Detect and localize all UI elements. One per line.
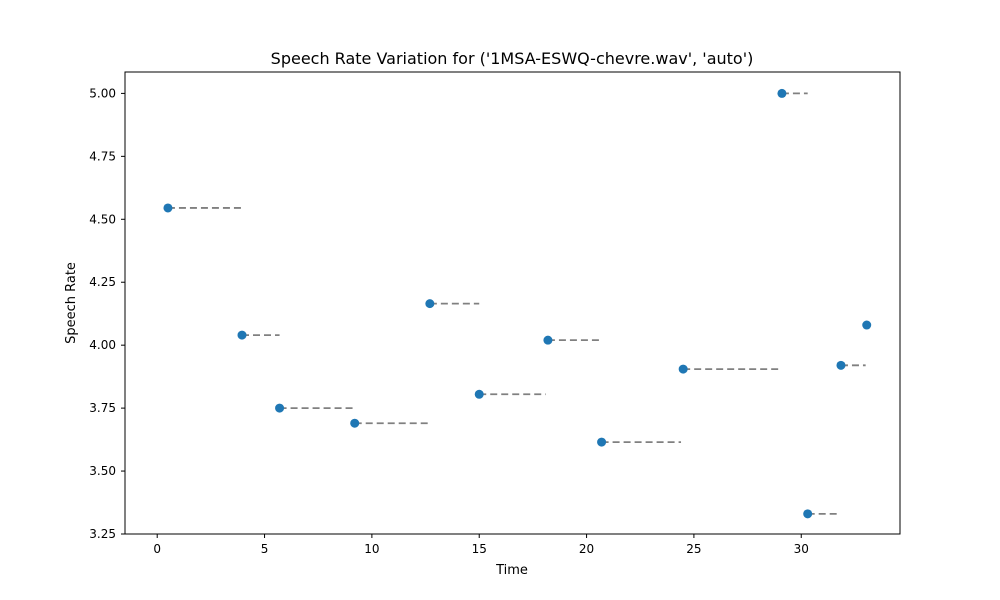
y-tick-label-7: 5.00	[89, 86, 116, 100]
data-point-11	[836, 360, 846, 370]
x-tick-label-1: 5	[261, 542, 269, 556]
y-tick-label-3: 4.00	[89, 338, 116, 352]
y-tick-label-5: 4.50	[89, 212, 116, 226]
x-tick-label-2: 10	[364, 542, 379, 556]
x-axis: 0 5 10 15 20 25 30	[153, 534, 809, 556]
y-axis-label: Speech Rate	[64, 262, 79, 344]
y-tick-label-6: 4.75	[89, 149, 116, 163]
data-point-3	[350, 418, 360, 428]
x-tick-label-6: 30	[794, 542, 809, 556]
data-point-5	[474, 389, 484, 399]
data-point-2	[275, 403, 285, 413]
data-point-1	[237, 330, 247, 340]
plot-area	[163, 88, 872, 519]
x-tick-label-5: 25	[686, 542, 701, 556]
data-point-10	[803, 509, 813, 519]
x-tick-label-3: 15	[472, 542, 487, 556]
data-point-8	[678, 364, 688, 374]
data-point-7	[597, 437, 607, 447]
plot-frame	[124, 71, 901, 535]
data-point-0	[163, 203, 173, 213]
chart-title: Speech Rate Variation for ('1MSA-ESWQ-ch…	[271, 49, 754, 68]
y-tick-label-0: 3.25	[89, 527, 116, 541]
data-point-4	[425, 299, 435, 309]
y-tick-label-2: 3.75	[89, 401, 116, 415]
data-point-12	[862, 320, 872, 330]
data-point-9	[777, 88, 787, 98]
x-axis-label: Time	[495, 563, 528, 578]
x-tick-label-4: 20	[579, 542, 594, 556]
y-axis: 3.25 3.50 3.75 4.00 4.25 4.50 4.75 5.00	[89, 86, 125, 541]
data-point-6	[543, 335, 553, 345]
y-tick-label-4: 4.25	[89, 275, 116, 289]
x-tick-label-0: 0	[153, 542, 161, 556]
y-tick-label-1: 3.50	[89, 464, 116, 478]
